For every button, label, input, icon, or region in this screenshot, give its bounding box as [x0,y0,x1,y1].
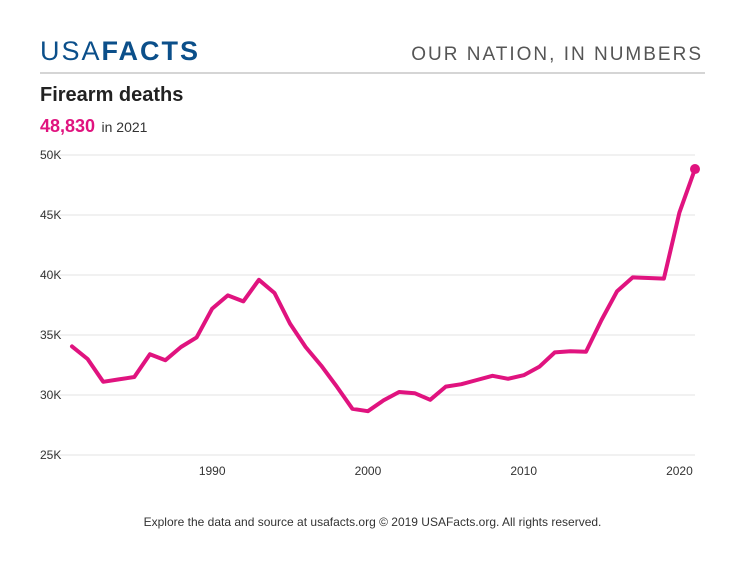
headline-value: 48,830 [40,116,96,136]
header: USAFACTS OUR NATION, IN NUMBERS [40,36,705,76]
latest-data-point[interactable] [690,164,700,175]
y-tick-label: 50K [40,148,61,162]
series-group [70,164,700,414]
header-divider [40,72,705,74]
headline-year: in 2021 [101,119,148,135]
x-tick-label: 2010 [510,464,537,478]
grid-lines [40,154,695,456]
footer-text: Explore the data and source at usafacts.… [143,515,602,529]
y-tick-label: 40K [40,268,61,282]
usafacts-logo[interactable]: USAFACTS [40,36,200,67]
y-tick-label: 45K [40,208,61,222]
chart-title: Firearm deaths [40,84,184,106]
y-tick-label: 30K [40,388,61,402]
x-tick-label: 2020 [666,464,693,478]
logo-facts-text: FACTS [101,36,201,66]
logo-usa-text: USA [40,36,102,66]
y-tick-label: 35K [40,328,61,342]
series-line [70,167,697,414]
x-tick-label: 2000 [355,464,382,478]
x-tick-label: 1990 [199,464,226,478]
y-tick-label: 25K [40,448,61,462]
y-axis-tick-labels: 25K 30K 35K 40K 45K 50K [40,148,61,462]
x-axis-tick-labels: 1990 2000 2010 2020 [199,464,693,478]
headline: 48,830 in 2021 [40,116,147,137]
tagline: OUR NATION, IN NUMBERS [411,44,703,65]
